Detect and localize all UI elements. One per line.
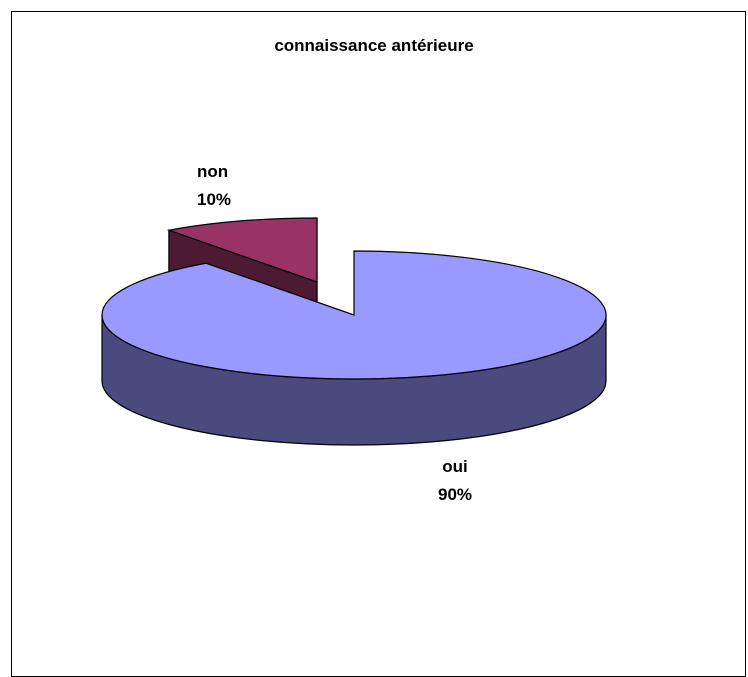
slice-percent-oui: 90% — [438, 485, 472, 504]
pie-slice-top — [101, 250, 607, 380]
pie-slice-oui — [101, 250, 607, 446]
slice-label-oui: oui — [442, 457, 468, 476]
chart-title: connaissance antérieure — [274, 36, 474, 55]
slice-label-non: non — [197, 162, 228, 181]
pie-slice-top — [166, 217, 318, 283]
slice-percent-non: 10% — [197, 190, 231, 209]
